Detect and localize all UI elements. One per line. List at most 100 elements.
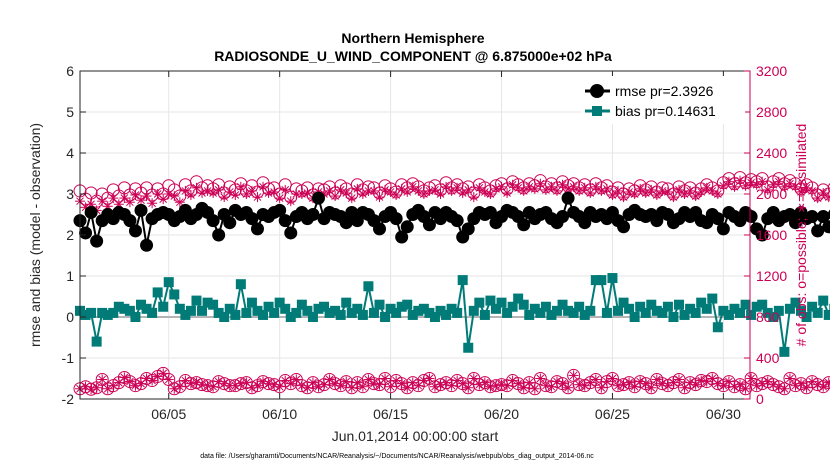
assimilated-obs-0z-marker (818, 381, 829, 392)
y2-tick-label: 0 (756, 391, 764, 407)
rmse-marker (395, 230, 409, 244)
assimilated-obs-0z-marker-stroke (702, 377, 711, 386)
assimilated-obs-marker-stroke (397, 185, 406, 193)
assimilated-obs-0z-marker-stroke (658, 379, 667, 388)
assimilated-obs-0z-marker-stroke (469, 374, 478, 383)
assimilated-obs-marker (391, 190, 402, 201)
assimilated-obs-marker (396, 183, 407, 194)
assimilated-obs-0z-marker (224, 380, 235, 391)
rmse-marker (79, 226, 93, 240)
bias-marker (235, 279, 246, 290)
assimilated-obs-marker-stroke (786, 179, 794, 188)
assimilated-obs-0z-marker (674, 374, 685, 385)
bias-marker (635, 301, 646, 312)
bias-marker (540, 301, 551, 312)
assimilated-obs-marker (502, 187, 513, 198)
assimilated-obs-marker-stroke (475, 183, 484, 192)
assimilated-obs-0z-marker (762, 376, 773, 387)
assimilated-obs-0z-marker (746, 373, 757, 384)
rmse-marker (84, 205, 98, 219)
assimilated-obs-marker-stroke (536, 179, 545, 188)
assimilated-obs-marker (457, 187, 468, 198)
assimilated-obs-0z-marker-stroke (481, 378, 489, 387)
assimilated-obs-marker-stroke (225, 188, 234, 196)
assimilated-obs-marker-stroke (680, 190, 689, 198)
assimilated-obs-marker-stroke (81, 203, 90, 212)
rmse-marker (134, 203, 148, 217)
assimilated-obs-marker (807, 185, 818, 196)
bias-marker (174, 303, 185, 314)
bias-marker (729, 303, 740, 314)
bias-marker (130, 312, 141, 322)
assimilated-obs-0z-marker-stroke (786, 374, 794, 383)
bias-marker (574, 301, 585, 312)
assimilated-obs-marker-stroke (675, 186, 683, 194)
assimilated-obs-marker-stroke (497, 182, 506, 191)
y2-tick-label: 1200 (756, 268, 787, 284)
assimilated-obs-marker-stroke (819, 189, 828, 197)
bias-marker (701, 303, 712, 314)
assimilated-obs-marker-stroke (281, 186, 290, 194)
assimilated-obs-marker (252, 192, 263, 203)
assimilated-obs-marker-stroke (713, 190, 722, 198)
assimilated-obs-0z-marker (363, 374, 374, 385)
assimilated-obs-marker (651, 190, 662, 201)
assimilated-obs-0z-marker-stroke (525, 378, 534, 387)
assimilated-obs-0z-marker-stroke (270, 380, 278, 389)
bias-marker (496, 297, 507, 308)
bias-marker (779, 346, 790, 357)
assimilated-obs-0z-marker (285, 378, 296, 389)
bias-marker (773, 305, 784, 316)
assimilated-obs-marker-stroke (236, 182, 245, 191)
assimilated-obs-0z-marker (507, 375, 518, 386)
assimilated-obs-marker (551, 185, 562, 196)
assimilated-obs-marker-stroke (248, 187, 256, 195)
assimilated-obs-marker (823, 192, 830, 203)
assimilated-obs-marker-stroke (519, 187, 528, 195)
assimilated-obs-0z-marker (291, 374, 302, 385)
assimilated-obs-0z-marker (152, 371, 163, 382)
assimilated-obs-marker-stroke (436, 190, 445, 198)
assimilated-obs-marker-stroke (808, 187, 816, 195)
bias-marker (535, 307, 546, 318)
assimilated-obs-0z-marker-stroke (819, 382, 828, 391)
assimilated-obs-marker (441, 181, 452, 192)
bias-marker (319, 301, 330, 312)
assimilated-obs-0z-marker-stroke (530, 384, 539, 393)
bias-marker (640, 307, 651, 318)
assimilated-obs-marker-stroke (153, 190, 162, 198)
assimilated-obs-marker-stroke (774, 177, 783, 186)
assimilated-obs-marker-stroke (586, 189, 595, 197)
assimilated-obs-marker-stroke (481, 188, 489, 196)
assimilated-obs-0z-marker (108, 380, 119, 391)
assimilated-obs-0z-marker (568, 370, 579, 381)
bias-marker (429, 312, 440, 322)
bias-marker (568, 307, 579, 318)
assimilated-obs-marker (779, 181, 790, 192)
assimilated-obs-0z-marker-stroke (220, 379, 229, 388)
assimilated-obs-marker (607, 190, 618, 201)
assimilated-obs-0z-marker (124, 376, 135, 387)
assimilated-obs-marker-stroke (131, 191, 140, 199)
assimilated-obs-0z-marker-stroke (813, 380, 822, 389)
assimilated-obs-0z-marker-stroke (558, 379, 567, 388)
bias-marker (551, 305, 562, 316)
bias-marker (557, 299, 568, 310)
bias-marker (413, 305, 424, 316)
assimilated-obs-0z-marker-stroke (569, 371, 578, 380)
bias-marker (285, 312, 296, 322)
y2-tick-label: 3200 (756, 63, 787, 79)
assimilated-obs-0z-marker (823, 377, 830, 388)
assimilated-obs-marker (513, 182, 524, 193)
assimilated-obs-marker-stroke (420, 190, 428, 198)
rmse-marker (273, 203, 287, 217)
bias-marker (468, 305, 479, 316)
assimilated-obs-marker (496, 181, 507, 192)
assimilated-obs-0z-marker-stroke (591, 375, 600, 384)
bias-marker (180, 309, 191, 320)
assimilated-obs-0z-marker-stroke (175, 382, 184, 391)
assimilated-obs-0z-marker-stroke (442, 378, 450, 387)
assimilated-obs-0z-marker-stroke (392, 376, 400, 385)
bias-marker (735, 307, 746, 318)
assimilated-obs-marker-stroke (802, 183, 811, 192)
